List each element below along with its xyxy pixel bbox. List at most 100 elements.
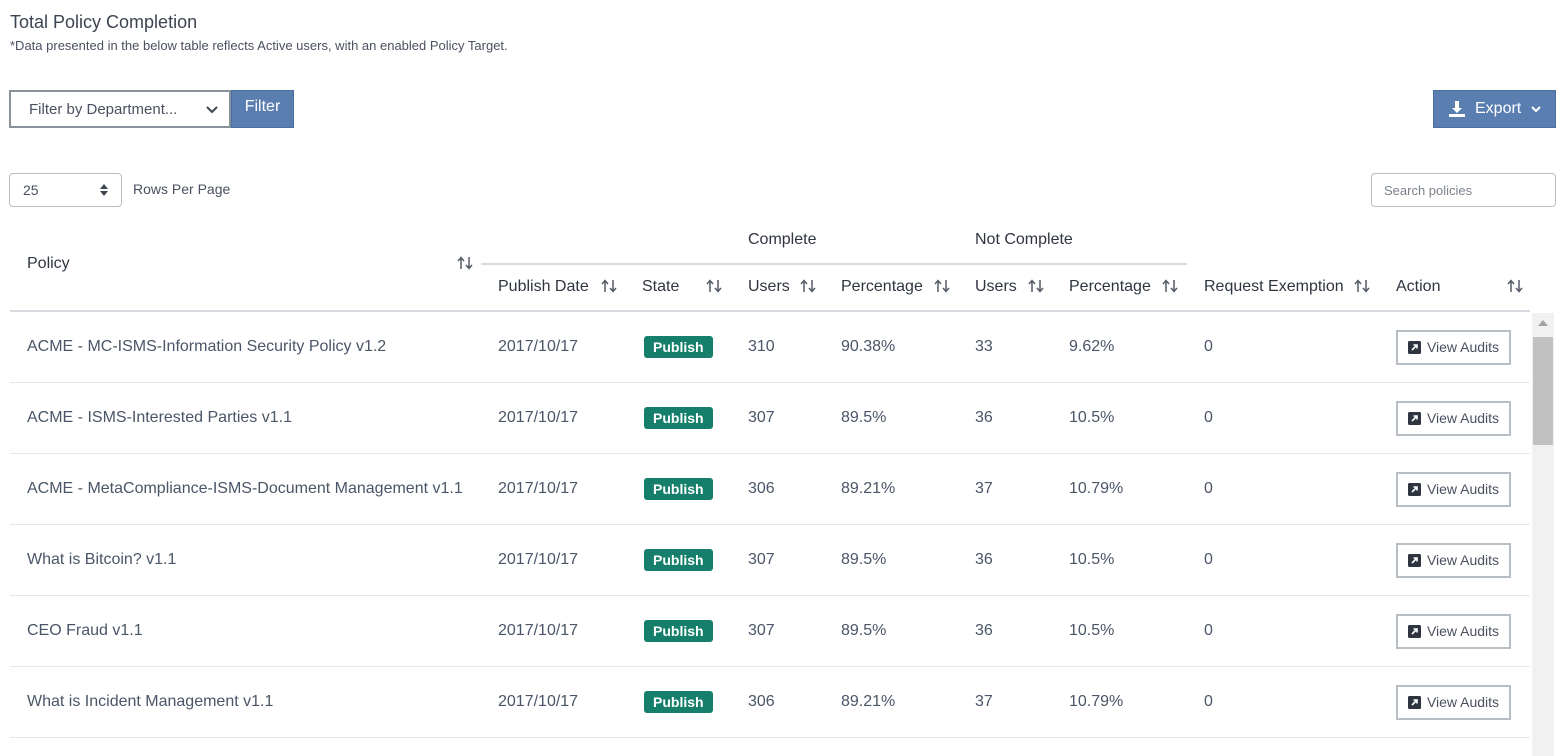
table-row: What is Bitcoin? v1.1 2017/10/17 Publish… [10, 525, 1530, 596]
column-header-request-exemption[interactable]: Request Exemption [1204, 278, 1344, 295]
external-link-icon [1407, 553, 1421, 567]
state-badge: Publish [644, 478, 713, 500]
request-exemption-cell: 0 [1204, 409, 1213, 426]
sort-arrows-icon[interactable] [1162, 278, 1178, 294]
external-link-icon [1407, 340, 1421, 354]
column-header-complete-users[interactable]: Users [748, 278, 790, 295]
department-filter-select[interactable]: Filter by Department... [9, 90, 231, 128]
column-header-complete-percentage[interactable]: Percentage [841, 278, 923, 295]
state-badge: Publish [644, 620, 713, 642]
publish-date-cell: 2017/10/17 [498, 409, 579, 426]
request-exemption-cell: 0 [1204, 480, 1213, 497]
group-header-divider [481, 263, 1187, 265]
chevron-down-icon [1531, 106, 1541, 113]
column-header-policy[interactable]: Policy [27, 255, 70, 272]
state-badge: Publish [644, 549, 713, 571]
view-audits-button[interactable]: View Audits [1396, 400, 1511, 436]
complete-percentage-cell: 90.38% [841, 338, 896, 355]
complete-users-cell: 306 [748, 693, 775, 710]
table-row: CEO Fraud v1.1 2017/10/17 Publish 307 89… [10, 596, 1530, 667]
view-audits-label: View Audits [1426, 481, 1500, 497]
chevron-down-icon [206, 106, 218, 114]
search-input[interactable] [1371, 173, 1556, 207]
not-complete-users-cell: 37 [975, 480, 993, 497]
complete-users-cell: 306 [748, 480, 775, 497]
export-label: Export [1475, 100, 1522, 117]
sort-arrows-icon[interactable] [457, 255, 473, 271]
policy-name-cell: ACME - ISMS-Interested Parties v1.1 [27, 409, 292, 426]
publish-date-cell: 2017/10/17 [498, 551, 579, 568]
sort-arrows-icon[interactable] [601, 278, 617, 294]
rows-per-page-value: 25 [23, 182, 39, 198]
column-header-not-complete-users[interactable]: Users [975, 278, 1017, 295]
rows-per-page-label: Rows Per Page [133, 181, 231, 197]
scrollbar-thumb[interactable] [1533, 337, 1553, 445]
sort-arrows-icon[interactable] [800, 278, 816, 294]
request-exemption-cell: 0 [1204, 551, 1213, 568]
view-audits-button[interactable]: View Audits [1396, 684, 1511, 720]
complete-users-cell: 307 [748, 551, 775, 568]
not-complete-users-cell: 36 [975, 409, 993, 426]
not-complete-percentage-cell: 10.5% [1069, 409, 1115, 426]
not-complete-percentage-cell: 9.62% [1069, 338, 1115, 355]
not-complete-users-cell: 33 [975, 338, 993, 355]
table-row: ACME - MetaCompliance-ISMS-Document Mana… [10, 454, 1530, 525]
complete-percentage-cell: 89.5% [841, 551, 887, 568]
sort-arrows-icon[interactable] [934, 278, 950, 294]
view-audits-button[interactable]: View Audits [1396, 613, 1511, 649]
view-audits-button[interactable]: View Audits [1396, 471, 1511, 507]
policy-name-cell: ACME - MetaCompliance-ISMS-Document Mana… [27, 480, 463, 497]
group-header-complete: Complete [748, 231, 817, 248]
sort-arrows-icon[interactable] [1507, 278, 1523, 294]
not-complete-percentage-cell: 10.5% [1069, 551, 1115, 568]
scroll-up-arrow-icon[interactable] [1537, 318, 1549, 328]
external-link-icon [1407, 411, 1421, 425]
sort-arrows-icon[interactable] [706, 278, 722, 294]
table-header-divider [10, 310, 1530, 312]
column-header-not-complete-percentage[interactable]: Percentage [1069, 278, 1151, 295]
rows-per-page-select[interactable]: 25 [9, 173, 122, 207]
publish-date-cell: 2017/10/17 [498, 693, 579, 710]
table-row: ACME - ISMS-Interested Parties v1.1 2017… [10, 383, 1530, 454]
view-audits-label: View Audits [1426, 410, 1500, 426]
table-row: What is Incident Management v1.1 2017/10… [10, 667, 1530, 738]
column-header-publish-date[interactable]: Publish Date [498, 278, 589, 295]
table-row: ACME - MC-ISMS-Information Security Poli… [10, 312, 1530, 383]
download-icon [1449, 101, 1465, 117]
complete-percentage-cell: 89.21% [841, 693, 896, 710]
group-header-not-complete: Not Complete [975, 231, 1073, 248]
external-link-icon [1407, 695, 1421, 709]
export-button[interactable]: Export [1433, 90, 1556, 128]
external-link-icon [1407, 624, 1421, 638]
complete-users-cell: 310 [748, 338, 775, 355]
table-scrollbar[interactable] [1532, 313, 1554, 756]
column-header-action[interactable]: Action [1396, 278, 1441, 295]
sort-arrows-icon[interactable] [1028, 278, 1044, 294]
request-exemption-cell: 0 [1204, 622, 1213, 639]
complete-users-cell: 307 [748, 409, 775, 426]
policy-name-cell: What is Incident Management v1.1 [27, 693, 274, 710]
state-badge: Publish [644, 336, 713, 358]
view-audits-label: View Audits [1426, 552, 1500, 568]
view-audits-label: View Audits [1426, 339, 1500, 355]
request-exemption-cell: 0 [1204, 693, 1213, 710]
select-arrows-icon [100, 184, 108, 196]
not-complete-users-cell: 37 [975, 693, 993, 710]
complete-percentage-cell: 89.5% [841, 409, 887, 426]
column-header-state[interactable]: State [642, 278, 680, 295]
complete-percentage-cell: 89.21% [841, 480, 896, 497]
state-badge: Publish [644, 407, 713, 429]
publish-date-cell: 2017/10/17 [498, 622, 579, 639]
filter-button[interactable]: Filter [231, 90, 294, 128]
view-audits-button[interactable]: View Audits [1396, 542, 1511, 578]
not-complete-percentage-cell: 10.79% [1069, 480, 1124, 497]
sort-arrows-icon[interactable] [1354, 278, 1370, 294]
view-audits-button[interactable]: View Audits [1396, 329, 1511, 365]
publish-date-cell: 2017/10/17 [498, 338, 579, 355]
state-badge: Publish [644, 691, 713, 713]
view-audits-label: View Audits [1426, 694, 1500, 710]
policy-name-cell: What is Bitcoin? v1.1 [27, 551, 177, 568]
not-complete-users-cell: 36 [975, 551, 993, 568]
external-link-icon [1407, 482, 1421, 496]
policy-name-cell: CEO Fraud v1.1 [27, 622, 143, 639]
